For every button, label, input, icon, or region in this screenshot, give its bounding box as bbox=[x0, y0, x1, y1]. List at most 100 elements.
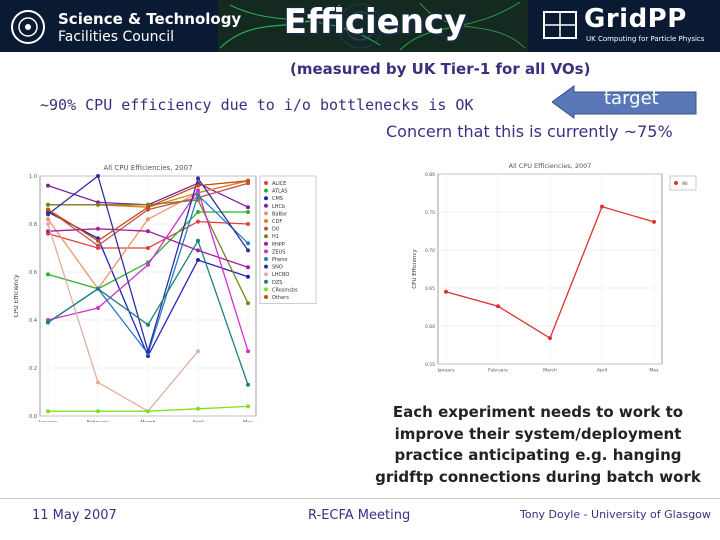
gridpp-emblem-icon bbox=[543, 11, 577, 39]
legend-swatch bbox=[264, 196, 268, 201]
gridpp-wordmark: GridPP bbox=[584, 4, 687, 34]
y-tick-label: 0.75 bbox=[425, 210, 435, 216]
x-tick-label: February bbox=[87, 420, 109, 422]
x-tick-label: February bbox=[488, 368, 508, 373]
y-tick-label: 0.6 bbox=[29, 270, 37, 276]
header-art bbox=[0, 0, 720, 52]
data-point bbox=[46, 202, 50, 207]
data-point bbox=[196, 183, 200, 188]
legend-swatch bbox=[264, 272, 268, 277]
note-line-3: practice anticipating e.g. hanging bbox=[394, 446, 682, 464]
y-axis-label: CPU Efficiency bbox=[412, 249, 418, 289]
y-tick-label: 0.2 bbox=[29, 366, 37, 372]
y-tick-label: 0.65 bbox=[425, 286, 435, 292]
y-tick-label: 0.0 bbox=[29, 414, 37, 420]
concern-statement: Concern that this is currently ~75% bbox=[386, 122, 673, 141]
data-point bbox=[146, 262, 150, 267]
data-point bbox=[196, 210, 200, 214]
data-point bbox=[146, 217, 150, 222]
legend-label: All bbox=[682, 181, 688, 187]
legend-swatch bbox=[264, 226, 268, 231]
subtitle: (measured by UK Tier-1 for all VOs) bbox=[290, 60, 591, 78]
page-title: Efficiency bbox=[283, 2, 467, 42]
legend-swatch bbox=[264, 241, 268, 246]
data-point bbox=[196, 248, 200, 253]
overall-efficiency-chart: All CPU Efficiencies, 2007 0.55 0.60 0.65 0.… bbox=[404, 158, 700, 372]
target-arrow-icon bbox=[552, 85, 697, 119]
data-point bbox=[246, 274, 250, 279]
data-point bbox=[548, 336, 552, 341]
data-point bbox=[246, 205, 250, 210]
data-point bbox=[96, 238, 100, 243]
x-tick-label: April bbox=[597, 368, 607, 373]
data-point bbox=[196, 258, 200, 262]
data-point bbox=[96, 243, 100, 248]
data-point bbox=[46, 207, 50, 212]
legend-label: ZEUS bbox=[272, 249, 285, 255]
x-tick-label: March bbox=[140, 420, 155, 422]
legend-label: PHPP bbox=[272, 242, 285, 248]
footer-event: R-ECFA Meeting bbox=[308, 508, 411, 523]
data-point bbox=[196, 219, 200, 224]
x-tick-label: April bbox=[192, 420, 203, 422]
data-point bbox=[246, 301, 250, 306]
chart-title: All CPU Efficiencies, 2007 bbox=[103, 164, 192, 172]
stfc-name-line1: Science & Technology bbox=[58, 10, 242, 28]
legend-label: DZS bbox=[272, 280, 282, 286]
legend-swatch bbox=[674, 181, 678, 185]
y-tick-label: 0.55 bbox=[425, 362, 435, 368]
data-point bbox=[96, 409, 100, 414]
data-point bbox=[496, 304, 500, 309]
data-point bbox=[246, 248, 250, 253]
legend-swatch bbox=[264, 211, 268, 216]
legend-label: CMS bbox=[272, 196, 283, 202]
data-point bbox=[246, 222, 250, 226]
x-tick-label: January bbox=[38, 420, 58, 422]
footer-date: 11 May 2007 bbox=[32, 508, 117, 523]
data-point bbox=[46, 320, 50, 325]
data-point bbox=[246, 265, 250, 270]
cpu-efficiency-statement: ~90% CPU efficiency due to i/o bottlenec… bbox=[40, 96, 474, 114]
data-point bbox=[196, 238, 200, 243]
legend-label: CRosmsbs bbox=[272, 287, 298, 293]
legend-label: LHCBO bbox=[272, 272, 289, 278]
data-point bbox=[246, 349, 250, 354]
data-point bbox=[246, 210, 250, 214]
note-line-4: gridftp connections during batch work bbox=[375, 467, 701, 486]
data-point bbox=[46, 217, 50, 222]
data-point bbox=[146, 349, 150, 354]
target-label: target bbox=[604, 88, 659, 109]
data-point bbox=[600, 204, 604, 209]
data-point bbox=[146, 205, 150, 210]
data-point bbox=[46, 183, 50, 188]
legend-box bbox=[669, 175, 697, 191]
legend-label: Others bbox=[272, 295, 289, 301]
y-axis-label: CPU Efficiency bbox=[14, 274, 20, 317]
all-vo-efficiency-chart: All CPU Efficiencies, 2007 0.0 0.2 0.4 0.6 0.… bbox=[14, 150, 318, 422]
data-point bbox=[196, 193, 200, 198]
data-point bbox=[196, 188, 200, 193]
data-point bbox=[96, 306, 100, 310]
data-point bbox=[196, 176, 200, 181]
data-point bbox=[96, 202, 100, 207]
data-point bbox=[246, 241, 250, 246]
legend-label: ATLAS bbox=[272, 189, 288, 195]
legend-swatch bbox=[264, 249, 268, 254]
legend-label: D0 bbox=[272, 227, 279, 233]
gridpp-logo: GridPP UK Computing for Particle Physics bbox=[540, 4, 715, 48]
legend-swatch bbox=[264, 234, 268, 239]
legend-label: BaBar bbox=[272, 211, 288, 217]
footer-divider bbox=[0, 498, 720, 499]
data-point bbox=[246, 178, 250, 183]
chart-title: All CPU Efficiencies, 2007 bbox=[509, 162, 592, 170]
y-tick-label: 0.4 bbox=[29, 318, 37, 324]
data-point bbox=[46, 229, 50, 234]
data-point bbox=[246, 404, 250, 409]
data-point bbox=[96, 286, 100, 291]
stfc-name-line2: Facilities Council bbox=[58, 29, 175, 45]
legend-swatch bbox=[264, 219, 268, 223]
legend-swatch bbox=[264, 279, 268, 284]
y-tick-label: 0.60 bbox=[425, 324, 435, 330]
gridpp-tagline: UK Computing for Particle Physics bbox=[586, 35, 705, 43]
x-tick-label: May bbox=[649, 368, 659, 373]
